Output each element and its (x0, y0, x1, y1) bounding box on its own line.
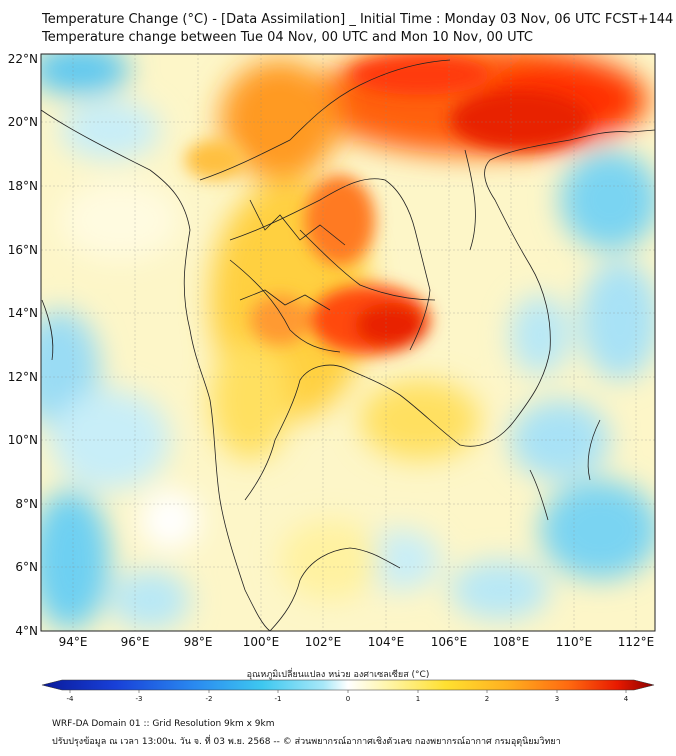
temperature-field (41, 54, 655, 631)
longitude-labels: 94°E 96°E 98°E 100°E 102°E 104°E 106°E 1… (59, 635, 655, 649)
colorbar-tick: -4 (67, 695, 75, 703)
lon-label: 108°E (493, 635, 530, 649)
lat-label: 12°N (8, 370, 38, 384)
colorbar-tick: -2 (206, 695, 213, 703)
lon-label: 110°E (556, 635, 593, 649)
colorbar-tick: -3 (136, 695, 143, 703)
lon-label: 112°E (618, 635, 655, 649)
lat-label: 4°N (15, 624, 38, 638)
lat-label: 16°N (8, 243, 38, 257)
colorbar-tick: 2 (485, 695, 489, 703)
footer-credit: ปรับปรุงข้อมูล ณ เวลา 13:00น. วัน จ. ที่… (52, 737, 561, 747)
map-subtitle: Temperature change between Tue 04 Nov, 0… (42, 30, 533, 45)
lat-label: 6°N (15, 560, 38, 574)
latitude-labels: 22°N 20°N 18°N 16°N 14°N 12°N 10°N 8°N 6… (8, 52, 38, 638)
lat-label: 10°N (8, 433, 38, 447)
lat-label: 18°N (8, 179, 38, 193)
map-title: Temperature Change (°C) - [Data Assimila… (42, 12, 674, 27)
colorbar-tick: 1 (416, 695, 420, 703)
colorbar-tick: 4 (624, 695, 629, 703)
lon-label: 94°E (59, 635, 88, 649)
lat-label: 8°N (15, 497, 38, 511)
lon-label: 98°E (184, 635, 213, 649)
map-frame (40, 53, 656, 632)
lon-label: 100°E (243, 635, 280, 649)
footer-model-info: WRF-DA Domain 01 :: Grid Resolution 9km … (52, 719, 275, 729)
colorbar-title: อุณหภูมิเปลี่ยนแปลง หน่วย องศาเซลเซียส (… (246, 670, 430, 680)
colorbar-tick: 0 (346, 695, 350, 703)
lat-label: 14°N (8, 306, 38, 320)
colorbar-tick: 3 (555, 695, 559, 703)
lat-label: 22°N (8, 52, 38, 66)
lon-label: 96°E (121, 635, 150, 649)
lon-label: 106°E (431, 635, 468, 649)
graticule (41, 54, 655, 631)
colorbar: -4 -3 -2 -1 0 1 2 3 4 (41, 679, 655, 703)
coastlines-borders (41, 59, 655, 631)
colorbar-bar (41, 679, 655, 691)
colorbar-tick: -1 (275, 695, 282, 703)
lat-label: 20°N (8, 115, 38, 129)
lon-label: 104°E (368, 635, 405, 649)
lon-label: 102°E (305, 635, 342, 649)
